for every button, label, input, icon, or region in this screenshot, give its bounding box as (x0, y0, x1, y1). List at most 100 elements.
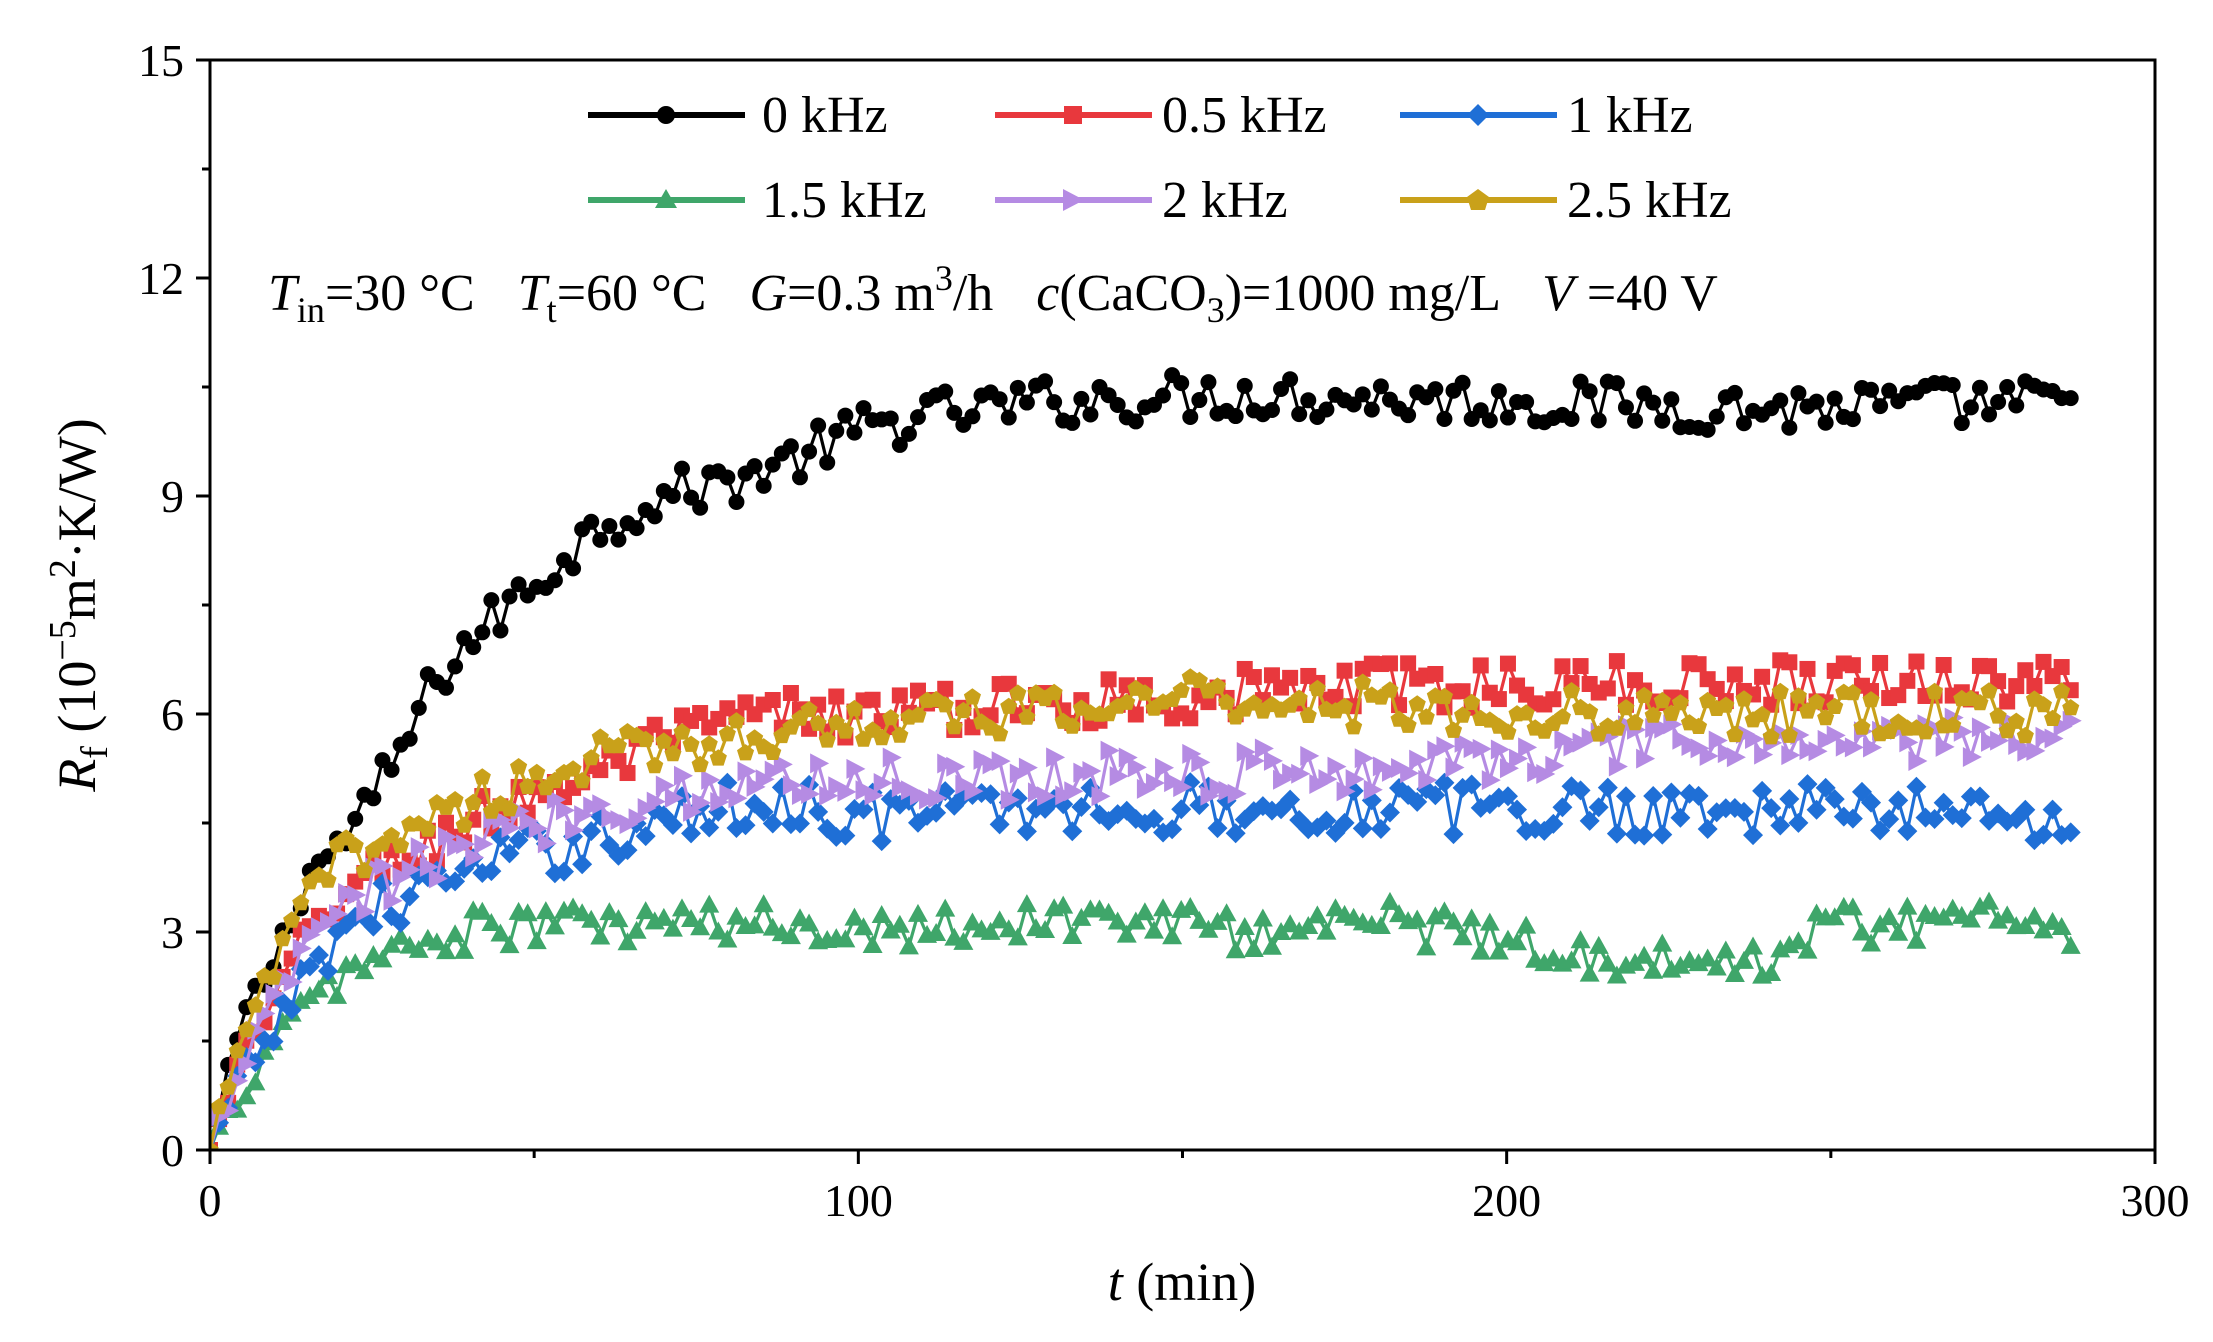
data-point-triangle-up (1516, 915, 1537, 934)
data-point-diamond (1652, 824, 1673, 845)
data-point-triangle-right (1127, 757, 1147, 778)
data-point-circle (1345, 396, 1362, 413)
data-point-diamond (853, 799, 874, 820)
data-point-diamond (989, 814, 1010, 835)
data-point-square (764, 692, 781, 709)
cond-g-unit: /h (953, 265, 993, 322)
data-point-diamond (2042, 799, 2063, 820)
data-point-circle (1073, 390, 1090, 407)
data-point-triangle-up (581, 909, 602, 928)
data-point-square (2008, 678, 2025, 695)
legend-label-25khz: 2.5 kHz (1567, 172, 1732, 229)
data-point-triangle-up (898, 936, 919, 955)
data-point-square (619, 765, 636, 782)
data-point-pentagon (1136, 684, 1154, 701)
data-point-triangle-up (1434, 901, 1455, 920)
data-point-triangle-right (837, 781, 857, 802)
data-point-triangle-up (1797, 940, 1818, 959)
data-point-circle (1155, 387, 1172, 404)
data-point-triangle-right (673, 765, 693, 786)
data-point-circle (846, 424, 863, 441)
data-point-diamond (481, 861, 502, 882)
data-point-diamond (635, 826, 656, 847)
series-line (210, 373, 2071, 1150)
data-point-pentagon (1989, 707, 2007, 724)
data-point-pentagon (737, 744, 755, 761)
data-point-circle (801, 443, 818, 460)
data-point-triangle-right (292, 938, 312, 959)
data-point-triangle-up (327, 985, 348, 1004)
data-point-circle (1372, 378, 1389, 395)
data-point-triangle-right (928, 788, 948, 809)
data-point-triangle-up (1652, 933, 1673, 952)
data-point-triangle-right (1726, 747, 1746, 768)
data-point-diamond (1969, 786, 1990, 807)
data-point-triangle-up (1715, 940, 1736, 959)
data-point-pentagon (809, 714, 827, 731)
data-point-triangle-right (1327, 756, 1347, 777)
legend-marker-square (1064, 106, 1082, 124)
data-point-pentagon (319, 871, 337, 888)
data-point-triangle-up (1706, 957, 1727, 976)
legend-entry-0khz: 0 kHz (588, 87, 888, 144)
data-point-circle (1563, 410, 1580, 427)
data-point-triangle-up (308, 979, 329, 998)
data-point-diamond (1752, 780, 1773, 801)
data-point-circle (646, 508, 663, 525)
data-point-square (1554, 658, 1571, 675)
data-point-pentagon (1345, 718, 1363, 735)
data-point-circle (592, 531, 609, 548)
data-point-triangle-right (1336, 781, 1356, 802)
data-point-triangle-right (1863, 737, 1883, 758)
data-point-pentagon (1454, 706, 1472, 723)
data-point-pentagon (1862, 691, 1880, 708)
data-point-diamond (1579, 810, 1600, 831)
data-point-diamond (1443, 824, 1464, 845)
data-point-triangle-up (708, 921, 729, 940)
data-point-triangle-right (374, 855, 394, 876)
data-point-square (1990, 673, 2007, 690)
data-point-triangle-up (1035, 919, 1056, 938)
data-point-diamond (581, 821, 602, 842)
data-point-square (1472, 657, 1489, 674)
data-point-square (1872, 654, 1889, 671)
data-point-pentagon (1218, 693, 1236, 710)
data-point-triangle-up (844, 907, 865, 926)
data-point-diamond (835, 825, 856, 846)
data-point-triangle-up (1625, 952, 1646, 971)
data-point-triangle-right (2062, 710, 2082, 731)
data-point-diamond (1888, 790, 1909, 811)
data-point-triangle-up (526, 931, 547, 950)
data-point-triangle-up (1979, 891, 2000, 910)
data-point-circle (1173, 375, 1190, 392)
data-point-circle (1808, 393, 1825, 410)
data-point-pentagon (800, 700, 818, 718)
data-point-pentagon (637, 730, 655, 748)
data-point-pentagon (2062, 699, 2080, 716)
data-point-pentagon (573, 772, 591, 789)
data-point-pentagon (473, 768, 491, 785)
y-tick-label: 6 (161, 689, 184, 740)
data-point-triangle-up (435, 941, 456, 960)
data-point-square (1890, 687, 1907, 704)
data-point-triangle-up (590, 926, 611, 945)
y-axis-symbol: R (47, 759, 107, 793)
data-point-triangle-up (699, 894, 720, 913)
data-point-square (1781, 654, 1798, 671)
data-point-triangle-up (572, 903, 593, 922)
cond-c-symbol: c (1036, 265, 1059, 322)
data-point-square (1127, 706, 1144, 723)
data-point-pentagon (873, 728, 891, 746)
data-point-pentagon (519, 777, 537, 795)
data-point-triangle-up (1216, 903, 1237, 922)
data-point-diamond (1162, 819, 1183, 840)
data-point-pentagon (510, 758, 528, 775)
data-point-triangle-right (1363, 779, 1383, 800)
data-point-diamond (762, 813, 783, 834)
data-point-pentagon (963, 688, 981, 705)
data-point-triangle-right (1345, 769, 1365, 790)
data-point-square (692, 705, 709, 722)
data-point-circle (991, 391, 1008, 408)
data-point-pentagon (1009, 684, 1027, 701)
data-point-square (1545, 691, 1562, 708)
